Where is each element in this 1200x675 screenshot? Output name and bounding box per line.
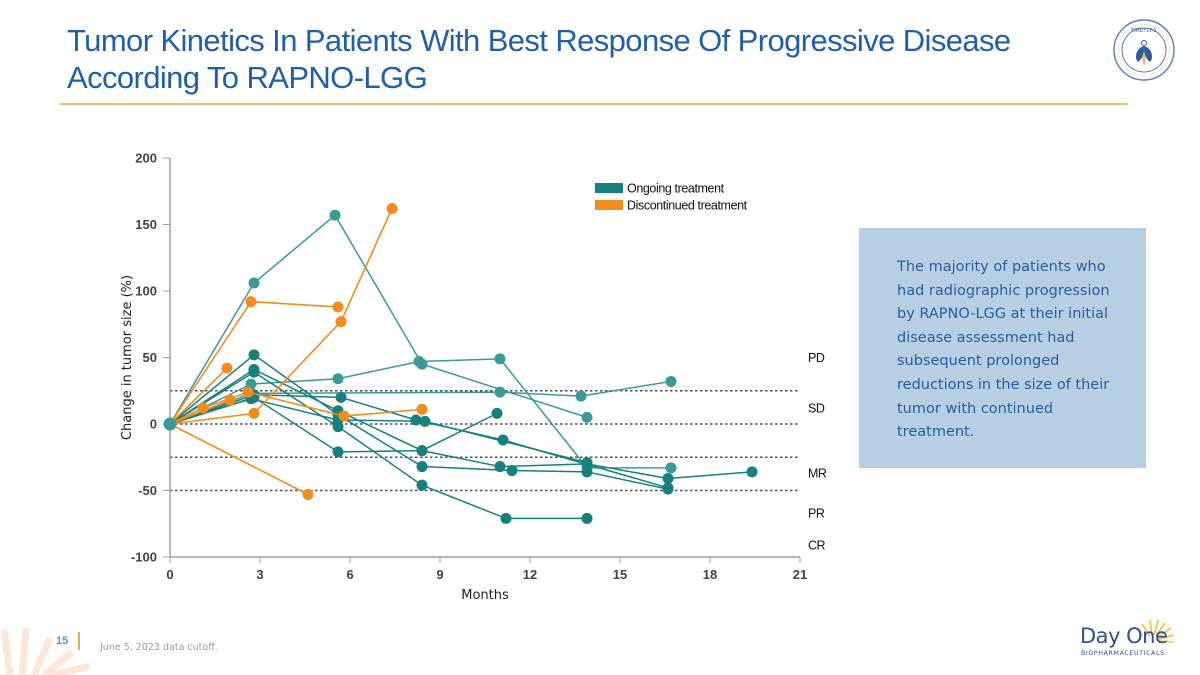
data-point xyxy=(662,482,674,494)
data-point xyxy=(332,373,344,385)
series-line xyxy=(169,371,587,520)
x-tick-label: 3 xyxy=(256,567,263,582)
data-point xyxy=(332,446,344,458)
x-tick-label: 12 xyxy=(523,567,537,582)
title-underline xyxy=(60,103,1128,105)
sunburst-decoration-icon xyxy=(0,627,91,675)
series-line xyxy=(169,367,228,425)
footnote: June 5, 2023 data cutoff. xyxy=(100,642,218,653)
y-tick-label: 50 xyxy=(143,350,157,365)
title-line-1: Tumor Kinetics In Patients With Best Res… xyxy=(67,23,1011,58)
legend-label: Ongoing treatment xyxy=(627,182,725,196)
data-point xyxy=(248,407,260,419)
company-logo-subtitle: BIOPHARMACEUTICALS xyxy=(1081,650,1165,657)
company-logo-name: Day One xyxy=(1080,624,1168,648)
series-discontinued-6 xyxy=(169,423,314,500)
legend-swatch xyxy=(595,183,623,193)
series-line xyxy=(169,368,753,480)
x-tick-label: 9 xyxy=(436,567,443,582)
firefly-logo-icon: FIREFLY-1 xyxy=(1113,19,1175,81)
data-point xyxy=(197,402,209,414)
data-point xyxy=(413,355,425,367)
data-point xyxy=(245,296,257,308)
data-point xyxy=(302,488,314,500)
data-point xyxy=(335,316,347,328)
data-point xyxy=(494,386,506,398)
day-one-sun-icon xyxy=(1141,619,1175,643)
series-discontinued-3 xyxy=(169,362,233,425)
callout-text: The majority of patients who had radiogr… xyxy=(897,259,1110,441)
firefly-logo-text: FIREFLY-1 xyxy=(1131,28,1157,34)
x-tick-label: 15 xyxy=(613,567,627,582)
data-point xyxy=(416,479,428,491)
x-tick-label: 0 xyxy=(166,567,173,582)
data-point xyxy=(662,473,674,485)
data-point xyxy=(746,466,758,478)
data-point xyxy=(242,386,254,398)
data-point xyxy=(494,461,506,473)
footer-divider xyxy=(78,632,80,650)
data-point xyxy=(491,407,503,419)
response-label-pd: PD xyxy=(808,351,825,365)
data-point xyxy=(221,362,233,374)
data-point xyxy=(665,375,677,387)
data-point xyxy=(416,403,428,415)
series-discontinued-5 xyxy=(169,394,236,425)
data-point xyxy=(419,415,431,427)
page-number: 15 xyxy=(56,635,69,647)
data-point xyxy=(494,353,506,365)
response-label-pr: PR xyxy=(808,507,825,521)
data-point xyxy=(416,461,428,473)
y-tick-label: 200 xyxy=(135,151,157,166)
data-point xyxy=(248,277,260,289)
y-tick-label: -50 xyxy=(138,483,157,498)
data-point xyxy=(248,363,260,375)
data-point xyxy=(497,434,509,446)
series-line xyxy=(169,300,339,425)
data-point xyxy=(410,414,422,426)
data-point xyxy=(575,390,587,402)
y-tick-label: 100 xyxy=(135,284,157,299)
response-label-sd: SD xyxy=(808,402,825,416)
response-label-mr: MR xyxy=(808,467,827,481)
legend-swatch xyxy=(595,200,623,210)
data-point xyxy=(338,410,350,422)
data-point xyxy=(332,301,344,313)
y-tick-label: 0 xyxy=(150,417,157,432)
data-point xyxy=(335,391,347,403)
series-line xyxy=(169,399,231,425)
callout-box: The majority of patients who had radiogr… xyxy=(859,228,1146,468)
data-point xyxy=(581,411,593,423)
y-tick-label: -100 xyxy=(131,550,157,565)
response-label-cr: CR xyxy=(808,539,826,553)
x-axis-title: Months xyxy=(461,588,509,603)
x-tick-label: 18 xyxy=(703,567,717,582)
y-axis-title: Change in tumor size (%) xyxy=(120,275,135,440)
origin-point xyxy=(163,417,177,431)
data-point xyxy=(665,462,677,474)
series-discontinued-4 xyxy=(169,386,428,425)
page-title: Tumor Kinetics In Patients With Best Res… xyxy=(67,22,1011,96)
data-point xyxy=(416,445,428,457)
data-point xyxy=(500,512,512,524)
data-point xyxy=(386,203,398,215)
y-tick-label: 150 xyxy=(135,217,157,232)
x-tick-label: 21 xyxy=(793,567,807,582)
series-line xyxy=(169,208,393,425)
series-line xyxy=(169,423,309,496)
title-line-2: According To RAPNO-LGG xyxy=(67,60,428,95)
series-discontinued-1 xyxy=(169,296,344,425)
data-point xyxy=(581,466,593,478)
series-discontinued-2 xyxy=(169,203,398,425)
data-point xyxy=(329,209,341,221)
x-tick-label: 6 xyxy=(346,567,353,582)
data-point xyxy=(248,349,260,361)
data-point xyxy=(506,465,518,477)
data-point xyxy=(581,457,593,469)
legend-label: Discontinued treatment xyxy=(627,199,748,213)
data-point xyxy=(224,394,236,406)
data-point xyxy=(581,512,593,524)
series-ongoing-1 xyxy=(169,209,593,425)
